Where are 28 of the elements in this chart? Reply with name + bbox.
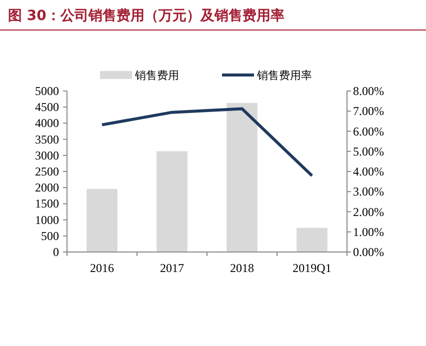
y2-tick-label: 2.00% <box>353 204 384 219</box>
x-tick-label: 2016 <box>90 261 114 275</box>
y2-tick-label: 6.00% <box>353 124 384 138</box>
legend-label: 销售费用率 <box>256 69 312 82</box>
y2-tick-label: 3.00% <box>353 184 384 199</box>
y-tick-label: 2500 <box>35 164 59 178</box>
y2-tick-label: 0.00% <box>353 245 384 259</box>
x-tick-label: 2018 <box>230 261 254 275</box>
y2-tick-label: 5.00% <box>353 144 384 158</box>
y2-tick-label: 7.00% <box>353 104 384 118</box>
y-tick-label: 2000 <box>35 180 59 195</box>
y-tick-label: 0 <box>53 245 59 259</box>
x-tick-label: 2019Q1 <box>292 261 332 275</box>
y-tick-label: 5000 <box>35 84 59 98</box>
y-tick-label: 1000 <box>35 212 59 227</box>
legend-label: 销售费用 <box>134 69 179 82</box>
y-tick-label: 1500 <box>35 196 59 211</box>
y2-tick-label: 4.00% <box>353 164 384 178</box>
y-tick-label: 4000 <box>35 116 59 130</box>
chart-title: 图 30：公司销售费用（万元）及销售费用率 <box>8 7 284 24</box>
y-tick-label: 500 <box>41 228 59 243</box>
y-tick-label: 3500 <box>35 132 59 146</box>
x-tick-label: 2017 <box>160 261 184 275</box>
y2-tick-label: 1.00% <box>353 224 384 239</box>
y2-tick-label: 8.00% <box>353 84 384 98</box>
y-tick-label: 4500 <box>35 100 59 114</box>
y-tick-label: 3000 <box>35 148 59 162</box>
line-series <box>100 107 314 178</box>
